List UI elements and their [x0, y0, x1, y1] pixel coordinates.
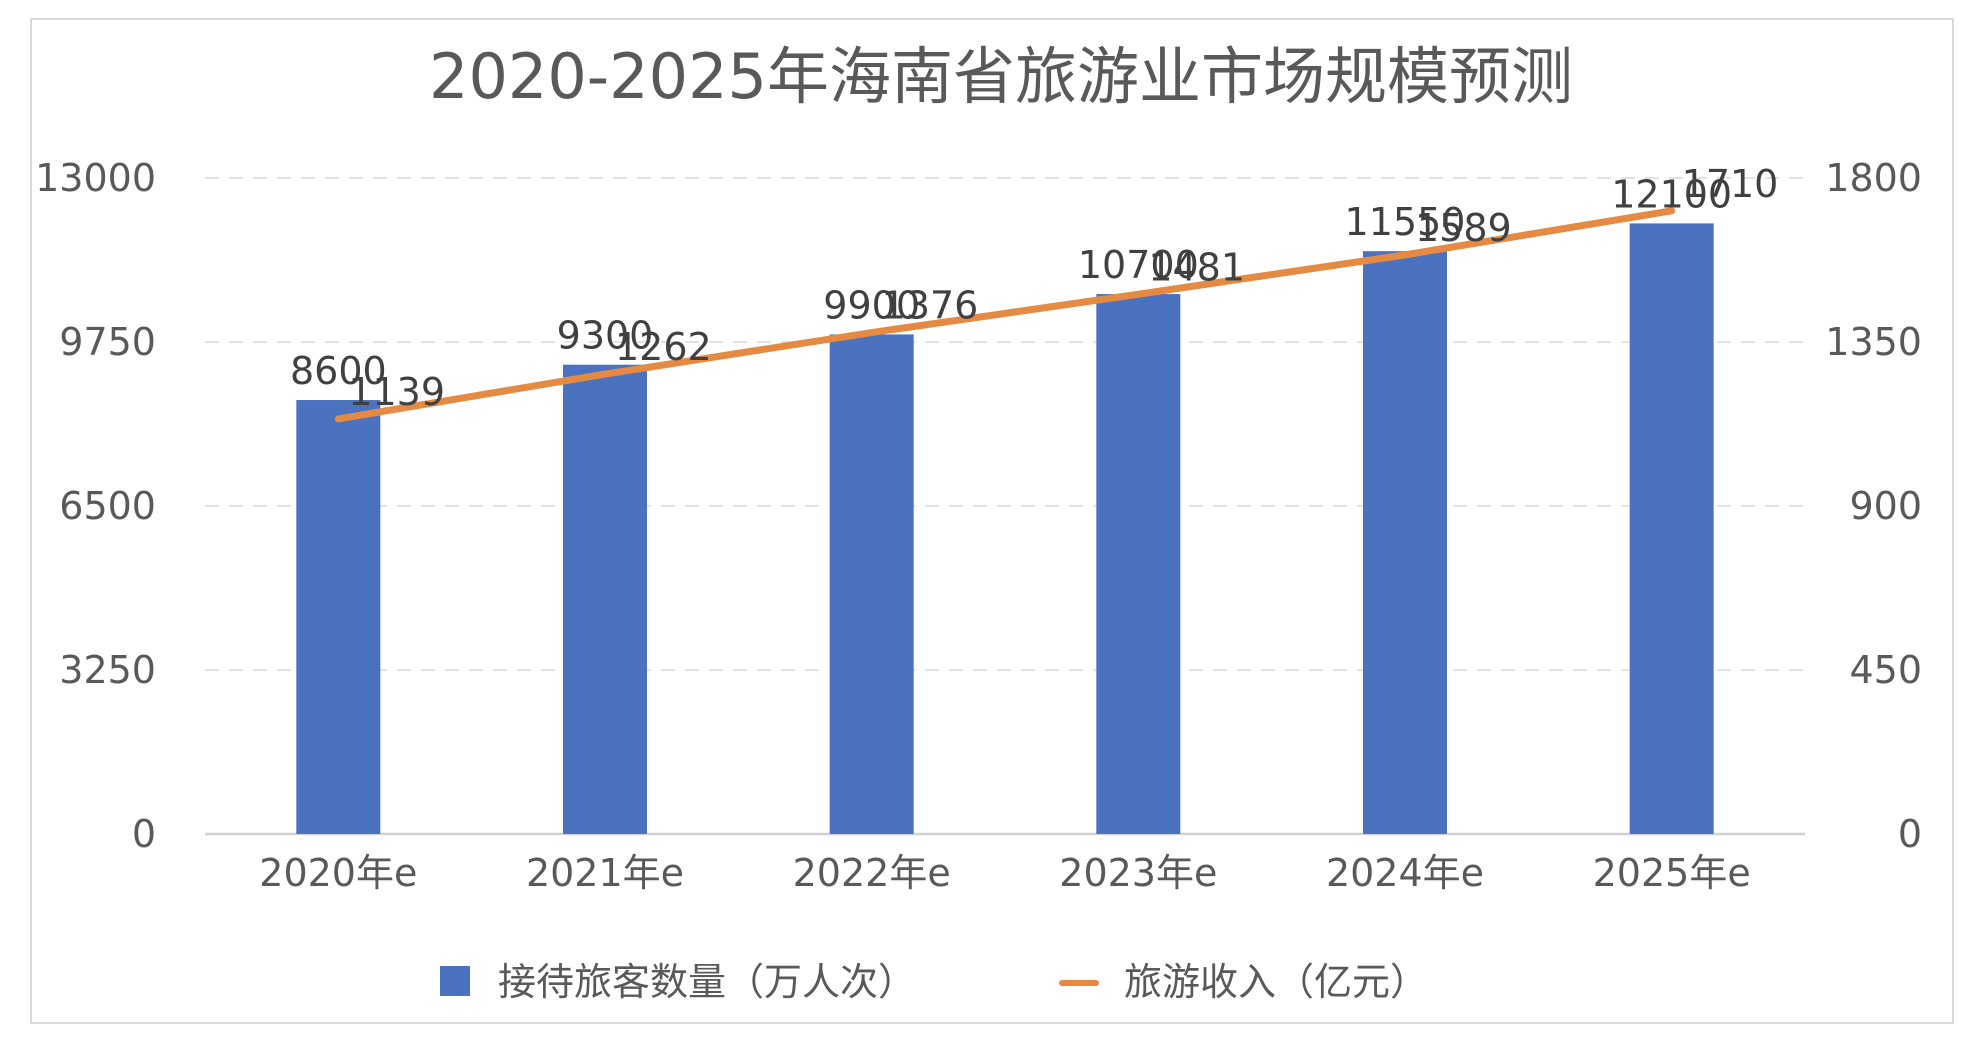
category-label: 2022年e	[793, 851, 951, 895]
category-label: 2025年e	[1593, 851, 1751, 895]
legend-swatch-bar	[440, 966, 470, 996]
left-axis-tick-label: 3250	[59, 648, 156, 692]
right-axis-ticks: 0 450 900 1350 1800	[1825, 156, 1922, 856]
right-axis-tick-label: 900	[1849, 484, 1922, 528]
bar-data-labels: 8600 9300 9900 10700 11550 12100	[290, 172, 1732, 393]
line-data-label: 1481	[1148, 245, 1245, 289]
bar-data-label: 8600	[290, 349, 387, 393]
bar	[563, 364, 647, 834]
left-axis-tick-label: 0	[132, 812, 156, 856]
bar-series	[296, 223, 1714, 834]
category-label: 2023年e	[1059, 851, 1217, 895]
right-axis-tick-label: 1800	[1825, 156, 1922, 200]
gridlines	[205, 177, 1805, 836]
line-data-labels: 1139 1262 1376 1481 1589 1710	[348, 162, 1778, 414]
line-data-label: 1589	[1415, 206, 1512, 250]
bar	[1096, 294, 1181, 834]
category-label: 2020年e	[259, 851, 417, 895]
bar	[1629, 223, 1714, 834]
bar	[1363, 251, 1447, 834]
right-axis-tick-label: 1350	[1825, 320, 1922, 364]
category-label: 2021年e	[526, 851, 684, 895]
bar	[829, 334, 914, 834]
bar-data-label: 11550	[1345, 200, 1466, 244]
category-axis-labels: 2020年e 2021年e 2022年e 2023年e 2024年e 2025年e	[259, 851, 1750, 895]
bar	[296, 400, 381, 834]
bar-data-label: 9300	[557, 314, 654, 358]
legend-label-line: 旅游收入（亿元）	[1124, 960, 1428, 1004]
right-axis-tick-label: 450	[1849, 648, 1922, 692]
legend: 接待旅客数量（万人次） 旅游收入（亿元）	[440, 960, 1428, 1004]
line-data-label: 1710	[1682, 162, 1779, 206]
left-axis-tick-label: 13000	[35, 156, 156, 200]
right-axis-tick-label: 0	[1898, 812, 1922, 856]
line-data-label: 1139	[348, 370, 445, 414]
left-axis-tick-label: 9750	[59, 320, 156, 364]
series-line	[334, 207, 1676, 423]
legend-label-bar: 接待旅客数量（万人次）	[498, 960, 916, 1004]
line-series	[334, 207, 1676, 423]
left-axis-ticks: 0 3250 6500 9750 13000	[35, 156, 156, 856]
category-label: 2024年e	[1326, 851, 1484, 895]
line-data-label: 1262	[615, 325, 712, 369]
line-data-label: 1376	[882, 284, 979, 328]
left-axis-tick-label: 6500	[59, 484, 156, 528]
bar-data-label: 9900	[823, 283, 920, 327]
bar-data-label: 12100	[1611, 172, 1732, 216]
chart-title: 2020-2025年海南省旅游业市场规模预测	[429, 40, 1573, 113]
bar-data-label: 10700	[1078, 243, 1199, 287]
